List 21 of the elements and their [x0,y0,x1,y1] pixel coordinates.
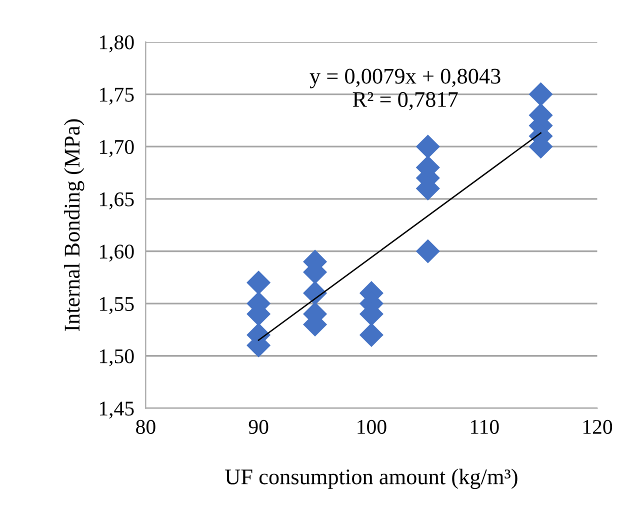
y-tick-label: 1,70 [100,140,134,158]
x-tick-label: 110 [470,420,499,434]
point [359,322,384,347]
x-tick-label: 100 [358,420,386,434]
y-tick-label: 1,80 [100,35,134,52]
x-tick-label: 90 [248,420,268,434]
x-axis-title: UF consumption amount (kg/m³) [225,468,518,489]
y-tick-label: 1,50 [100,349,134,366]
point [416,239,440,264]
x-tick-label: 80 [136,420,156,434]
y-tick-label: 1,45 [100,402,134,419]
y-tick-label: 1,75 [100,88,134,105]
y-tick-label: 1,55 [100,297,134,314]
y-tick-label: 1,65 [100,192,134,210]
point [528,82,553,106]
x-tick-label: 120 [583,420,612,434]
y-axis-title: Internal Bonding (MPa) [64,119,84,332]
point [416,134,440,159]
point [246,270,271,295]
y-tick-label: 1,60 [100,244,134,262]
annotation: y = 0,0079x + 0,8043 R² = 0,7817 [310,68,500,110]
